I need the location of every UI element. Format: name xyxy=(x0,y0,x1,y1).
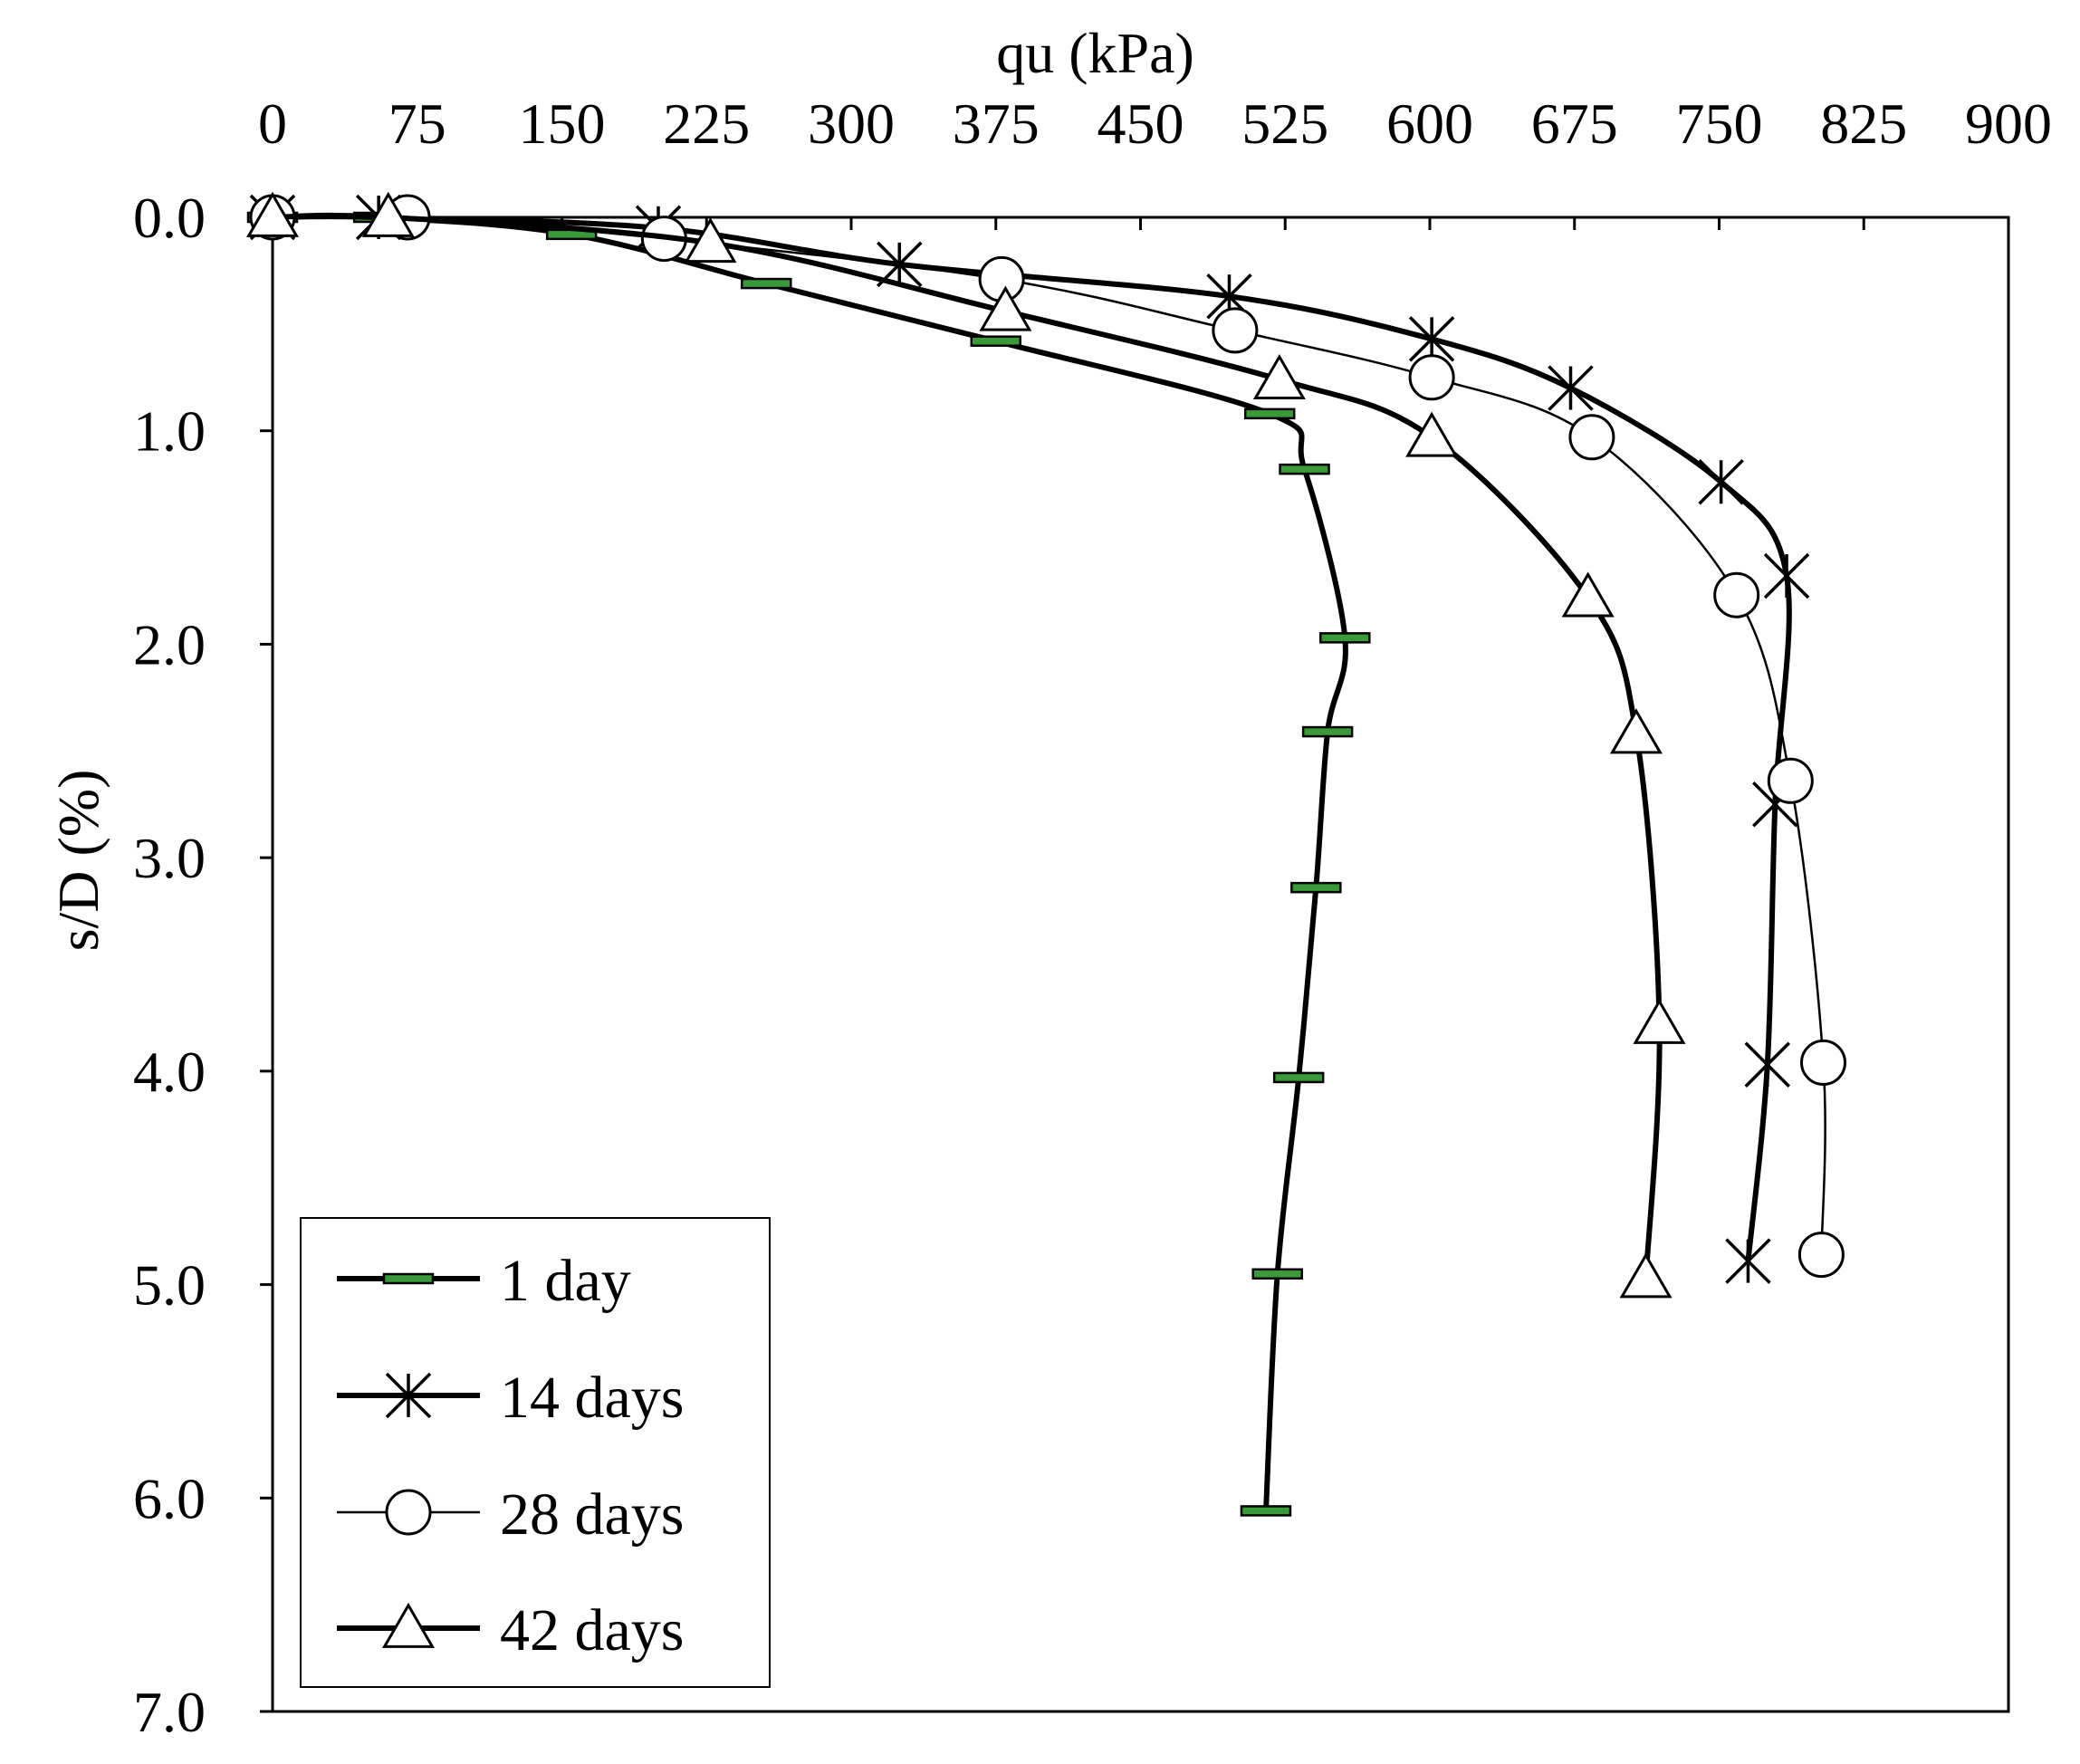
data-point-star xyxy=(1744,1041,1790,1088)
data-point-triangle xyxy=(1405,411,1459,457)
data-point-dash xyxy=(1319,632,1371,644)
data-point-star xyxy=(1548,365,1594,411)
data-point-dash xyxy=(1279,463,1330,475)
x-tick-label: 600 xyxy=(1386,91,1473,156)
data-point-triangle xyxy=(1619,1252,1673,1299)
x-tick-label: 75 xyxy=(388,91,446,156)
data-point-triangle xyxy=(1633,998,1686,1044)
legend-label: 14 days xyxy=(500,1365,684,1431)
x-tick-label: 150 xyxy=(519,91,606,156)
y-axis-ticks: 0.0 1.0 2.0 3.0 4.0 5.0 6.0 7.0 xyxy=(133,186,273,1744)
data-point-dash xyxy=(1301,725,1354,738)
x-tick-label: 750 xyxy=(1676,91,1763,156)
data-point-dash xyxy=(970,335,1021,347)
x-axis-title: qu (kPa) xyxy=(996,21,1194,85)
legend-marker-star xyxy=(385,1372,432,1419)
data-point-dash xyxy=(1290,881,1342,894)
y-tick-label: 1.0 xyxy=(133,399,206,464)
legend-label: 1 day xyxy=(500,1248,631,1314)
series-line xyxy=(272,212,1663,1279)
series-layer xyxy=(245,191,1847,1517)
data-point-circle xyxy=(1800,1039,1847,1086)
y-tick-label: 0.0 xyxy=(133,186,206,250)
legend: 1 day 14 days 28 days 42 days xyxy=(300,1217,771,1688)
data-point-circle xyxy=(1713,571,1760,618)
data-point-circle xyxy=(1797,1232,1845,1279)
data-point-star xyxy=(1698,459,1744,505)
y-tick-label: 7.0 xyxy=(133,1680,206,1744)
x-tick-label: 525 xyxy=(1241,91,1328,156)
legend-marker-triangle xyxy=(381,1602,436,1648)
data-point-circle xyxy=(1212,307,1259,354)
data-point-dash xyxy=(1243,407,1296,420)
data-point-dash xyxy=(741,277,792,290)
y-tick-label: 6.0 xyxy=(133,1466,206,1530)
series-triangle xyxy=(245,191,1686,1299)
data-point-circle xyxy=(1568,414,1615,461)
x-tick-label: 300 xyxy=(808,91,895,156)
series-line xyxy=(272,214,1792,1261)
data-point-triangle xyxy=(361,191,415,237)
y-tick-label: 4.0 xyxy=(133,1040,206,1104)
x-tick-label: 375 xyxy=(953,91,1040,156)
series-line xyxy=(272,215,1826,1255)
legend-box xyxy=(300,1217,771,1688)
x-axis-ticks: 0 75 150 225 300 375 450 525 600 675 750 825 900 xyxy=(258,91,2052,230)
x-tick-label: 675 xyxy=(1531,91,1618,156)
data-point-star xyxy=(1725,1238,1771,1284)
data-point-circle xyxy=(1408,354,1455,401)
data-point-triangle xyxy=(245,191,300,237)
data-point-triangle xyxy=(1252,353,1306,400)
y-tick-label: 5.0 xyxy=(133,1253,206,1318)
data-point-dash xyxy=(1251,1268,1303,1280)
legend-marker-circle xyxy=(385,1489,432,1536)
x-tick-label: 450 xyxy=(1098,91,1184,156)
y-tick-label: 2.0 xyxy=(133,612,206,676)
y-axis-title: s/D (%) xyxy=(46,770,110,952)
x-tick-label: 0 xyxy=(258,91,287,156)
data-point-triangle xyxy=(979,285,1032,331)
data-point-triangle xyxy=(684,217,737,264)
legend-label: 42 days xyxy=(500,1597,684,1663)
legend-label: 28 days xyxy=(500,1481,684,1548)
series-star xyxy=(249,194,1810,1284)
x-tick-label: 225 xyxy=(663,91,750,156)
data-point-star xyxy=(1763,552,1810,599)
legend-marker-dash xyxy=(382,1272,435,1285)
series-circle xyxy=(249,194,1847,1279)
data-point-triangle xyxy=(1609,708,1663,754)
x-tick-label: 900 xyxy=(1965,91,2052,156)
data-point-dash xyxy=(1272,1071,1325,1084)
data-point-dash xyxy=(1240,1505,1292,1517)
data-point-triangle xyxy=(1561,571,1615,618)
y-tick-label: 3.0 xyxy=(133,826,206,890)
data-point-circle xyxy=(1767,757,1814,804)
data-point-star xyxy=(1408,316,1455,362)
x-tick-label: 825 xyxy=(1820,91,1907,156)
